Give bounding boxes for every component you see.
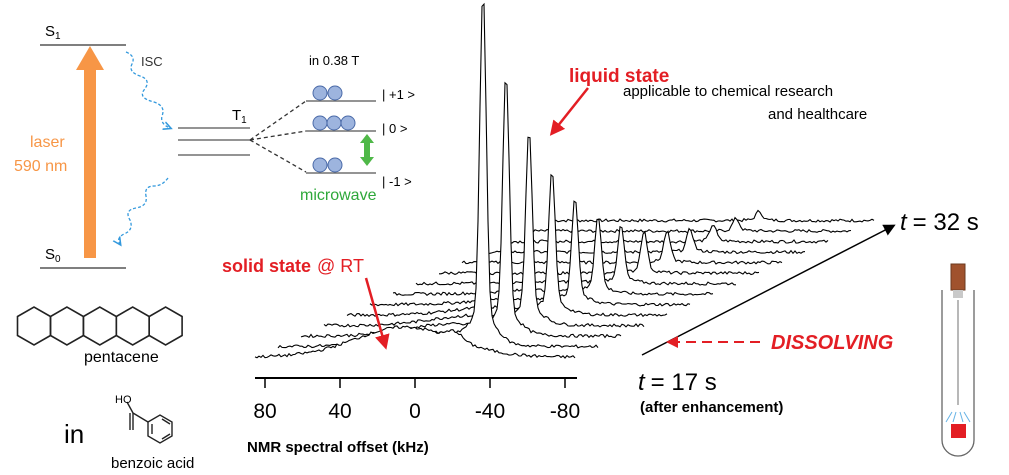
application-text: and healthcare xyxy=(768,106,867,123)
benzoic-acid-label: benzoic acid xyxy=(111,455,194,472)
microwave-label: microwave xyxy=(300,187,377,204)
tick-label: 0 xyxy=(409,400,421,423)
in-label: in xyxy=(64,419,84,449)
t1-label: T1 xyxy=(232,107,247,126)
spectrum-trace xyxy=(254,325,576,359)
spectrum-trace xyxy=(300,81,622,339)
laser-label: laser xyxy=(30,134,65,151)
pentacene-label: pentacene xyxy=(84,349,159,366)
level-label: | -1 > xyxy=(382,174,412,189)
spectrum-trace xyxy=(553,209,875,223)
pentacene-structure xyxy=(16,306,183,346)
end-time-label: t = 32 s xyxy=(900,209,979,236)
liquid-state-label: liquid state xyxy=(569,66,669,87)
tick-label: -40 xyxy=(475,400,505,423)
s1-label: S1 xyxy=(45,23,61,42)
tick-label: 80 xyxy=(253,400,276,423)
start-time-label: t = 17 s xyxy=(638,369,717,396)
isc-label: ISC xyxy=(141,54,163,69)
spectra xyxy=(254,2,875,360)
level-label: | 0 > xyxy=(382,121,407,136)
ring xyxy=(115,306,150,346)
axis-label: NMR spectral offset (kHz) xyxy=(247,439,429,456)
tick-label: -80 xyxy=(550,400,580,423)
tick-label: 40 xyxy=(328,400,351,423)
x-axis-ticks: 80 40 0 -40 -80 xyxy=(253,378,580,423)
spectrum-trace xyxy=(255,326,575,360)
after-enhancement: (after enhancement) xyxy=(640,399,783,416)
level-label: | +1 > xyxy=(382,87,415,102)
ring xyxy=(82,306,118,346)
ring xyxy=(148,306,183,346)
solid-state-label: solid state @ RT xyxy=(222,256,364,276)
laser-wavelength: 590 nm xyxy=(14,158,67,175)
ho-label: HO xyxy=(115,394,132,406)
ring xyxy=(49,306,85,346)
benzoic-acid-structure xyxy=(126,401,173,444)
ring xyxy=(16,306,52,346)
dissolving-label: DISSOLVING xyxy=(771,332,893,354)
field-label: in 0.38 T xyxy=(309,53,359,68)
s0-label: S0 xyxy=(45,246,61,265)
energy-diagram: S1 S0 ISC laser 590 nm T1 in 0.38 T | +1… xyxy=(14,23,415,269)
application-text: applicable to chemical research xyxy=(623,83,833,100)
test-tube xyxy=(941,263,975,457)
laser-arrow xyxy=(76,46,104,258)
